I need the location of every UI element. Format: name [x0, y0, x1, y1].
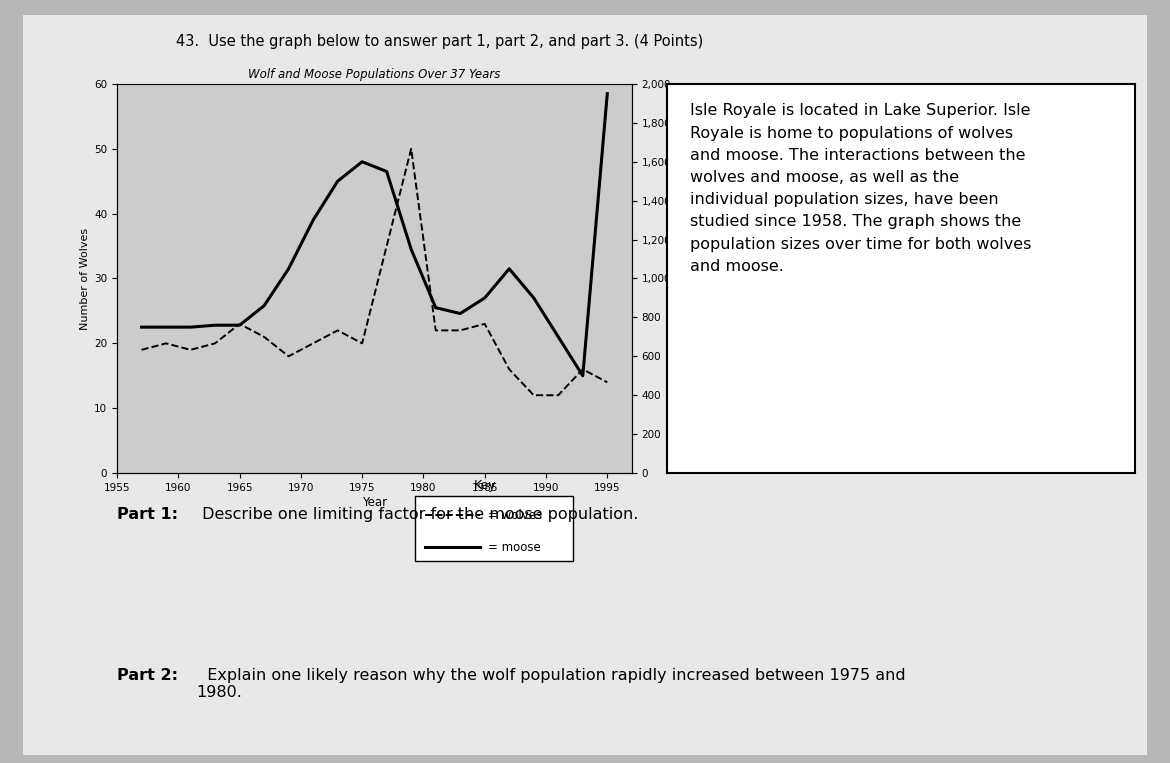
Text: Describe one limiting factor for the moose population.: Describe one limiting factor for the moo…	[197, 507, 638, 523]
X-axis label: Year: Year	[362, 495, 387, 509]
Text: Part 2:: Part 2:	[117, 668, 178, 683]
Text: = wolves: = wolves	[488, 508, 542, 522]
Text: Explain one likely reason why the wolf population rapidly increased between 1975: Explain one likely reason why the wolf p…	[197, 668, 906, 700]
Y-axis label: Number of Wolves: Number of Wolves	[80, 227, 90, 330]
Text: Key: Key	[474, 479, 497, 492]
Y-axis label: Number of Moose: Number of Moose	[675, 230, 686, 327]
Text: = moose: = moose	[488, 540, 541, 554]
Text: Isle Royale is located in Lake Superior. Isle
Royale is home to populations of w: Isle Royale is located in Lake Superior.…	[690, 103, 1032, 274]
Text: Part 1:: Part 1:	[117, 507, 178, 523]
Title: Wolf and Moose Populations Over 37 Years: Wolf and Moose Populations Over 37 Years	[248, 69, 501, 82]
Text: 43.  Use the graph below to answer part 1, part 2, and part 3. (4 Points): 43. Use the graph below to answer part 1…	[176, 34, 703, 50]
